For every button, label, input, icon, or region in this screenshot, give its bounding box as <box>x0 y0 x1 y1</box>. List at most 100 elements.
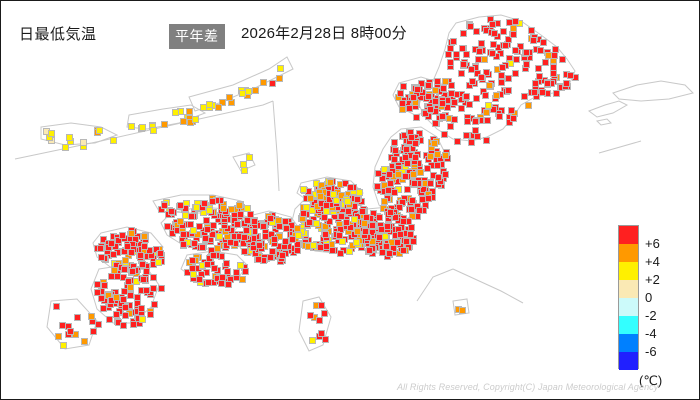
station-marker[interactable] <box>237 262 244 269</box>
station-marker[interactable] <box>459 45 466 52</box>
station-marker[interactable] <box>241 234 248 241</box>
station-marker[interactable] <box>260 79 267 86</box>
station-marker[interactable] <box>236 202 243 209</box>
station-marker[interactable] <box>407 231 414 238</box>
station-marker[interactable] <box>381 198 388 205</box>
station-marker[interactable] <box>329 247 336 254</box>
station-marker[interactable] <box>322 336 329 343</box>
station-marker[interactable] <box>496 113 503 120</box>
station-marker[interactable] <box>120 322 127 329</box>
station-marker[interactable] <box>134 294 141 301</box>
station-marker[interactable] <box>139 316 146 323</box>
station-marker[interactable] <box>158 285 165 292</box>
station-marker[interactable] <box>366 247 373 254</box>
station-marker[interactable] <box>451 116 458 123</box>
station-marker[interactable] <box>277 65 284 72</box>
station-marker[interactable] <box>448 82 455 89</box>
station-marker[interactable] <box>460 30 467 37</box>
station-marker[interactable] <box>189 265 196 272</box>
station-marker[interactable] <box>422 110 429 117</box>
station-marker[interactable] <box>188 213 195 220</box>
station-marker[interactable] <box>432 120 439 127</box>
station-marker[interactable] <box>463 93 470 100</box>
station-marker[interactable] <box>434 78 441 85</box>
station-marker[interactable] <box>172 109 179 116</box>
station-marker[interactable] <box>396 204 403 211</box>
station-marker[interactable] <box>359 208 366 215</box>
station-marker[interactable] <box>180 231 187 238</box>
station-marker[interactable] <box>326 218 333 225</box>
station-marker[interactable] <box>463 132 470 139</box>
station-marker[interactable] <box>413 114 420 121</box>
station-marker[interactable] <box>128 249 135 256</box>
station-marker[interactable] <box>473 95 480 102</box>
station-marker[interactable] <box>108 240 115 247</box>
station-marker[interactable] <box>532 80 539 87</box>
station-marker[interactable] <box>391 189 398 196</box>
station-marker[interactable] <box>489 21 496 28</box>
station-marker[interactable] <box>467 23 474 30</box>
station-marker[interactable] <box>120 274 127 281</box>
station-marker[interactable] <box>531 89 538 96</box>
station-marker[interactable] <box>260 223 267 230</box>
station-marker[interactable] <box>161 121 168 128</box>
station-marker[interactable] <box>246 154 253 161</box>
station-marker[interactable] <box>227 239 234 246</box>
station-marker[interactable] <box>322 223 329 230</box>
station-marker[interactable] <box>441 131 448 138</box>
station-marker[interactable] <box>220 205 227 212</box>
station-marker[interactable] <box>530 37 537 44</box>
station-marker[interactable] <box>240 161 247 168</box>
station-marker[interactable] <box>472 118 479 125</box>
station-marker[interactable] <box>337 250 344 257</box>
station-marker[interactable] <box>376 234 383 241</box>
station-marker[interactable] <box>211 265 218 272</box>
station-marker[interactable] <box>205 279 212 286</box>
station-marker[interactable] <box>392 214 399 221</box>
station-marker[interactable] <box>347 224 354 231</box>
station-marker[interactable] <box>432 98 439 105</box>
station-marker[interactable] <box>468 66 475 73</box>
station-marker[interactable] <box>177 202 184 209</box>
station-marker[interactable] <box>539 89 546 96</box>
station-marker[interactable] <box>512 47 519 54</box>
station-marker[interactable] <box>464 118 471 125</box>
station-marker[interactable] <box>447 123 454 130</box>
station-marker[interactable] <box>351 216 358 223</box>
station-marker[interactable] <box>402 173 409 180</box>
station-marker[interactable] <box>244 217 251 224</box>
station-marker[interactable] <box>294 225 301 232</box>
station-marker[interactable] <box>537 47 544 54</box>
station-marker[interactable] <box>409 197 416 204</box>
station-marker[interactable] <box>408 206 415 213</box>
station-marker[interactable] <box>177 218 184 225</box>
station-marker[interactable] <box>309 337 316 344</box>
station-marker[interactable] <box>347 184 354 191</box>
station-marker[interactable] <box>489 50 496 57</box>
station-marker[interactable] <box>431 140 438 147</box>
station-marker[interactable] <box>378 226 385 233</box>
station-marker[interactable] <box>416 130 423 137</box>
station-marker[interactable] <box>190 227 197 234</box>
station-marker[interactable] <box>551 52 558 59</box>
station-marker[interactable] <box>425 82 432 89</box>
station-marker[interactable] <box>98 295 105 302</box>
station-marker[interactable] <box>155 259 162 266</box>
station-marker[interactable] <box>486 82 493 89</box>
station-marker[interactable] <box>303 204 310 211</box>
station-marker[interactable] <box>323 202 330 209</box>
station-marker[interactable] <box>110 137 117 144</box>
station-marker[interactable] <box>94 289 101 296</box>
station-marker[interactable] <box>362 228 369 235</box>
station-marker[interactable] <box>124 243 131 250</box>
station-marker[interactable] <box>237 211 244 218</box>
station-marker[interactable] <box>267 254 274 261</box>
station-marker[interactable] <box>210 252 217 259</box>
station-marker[interactable] <box>327 179 334 186</box>
station-marker[interactable] <box>466 101 473 108</box>
station-marker[interactable] <box>354 196 361 203</box>
station-marker[interactable] <box>447 45 454 52</box>
station-marker[interactable] <box>448 90 455 97</box>
station-marker[interactable] <box>346 248 353 255</box>
station-marker[interactable] <box>410 171 417 178</box>
